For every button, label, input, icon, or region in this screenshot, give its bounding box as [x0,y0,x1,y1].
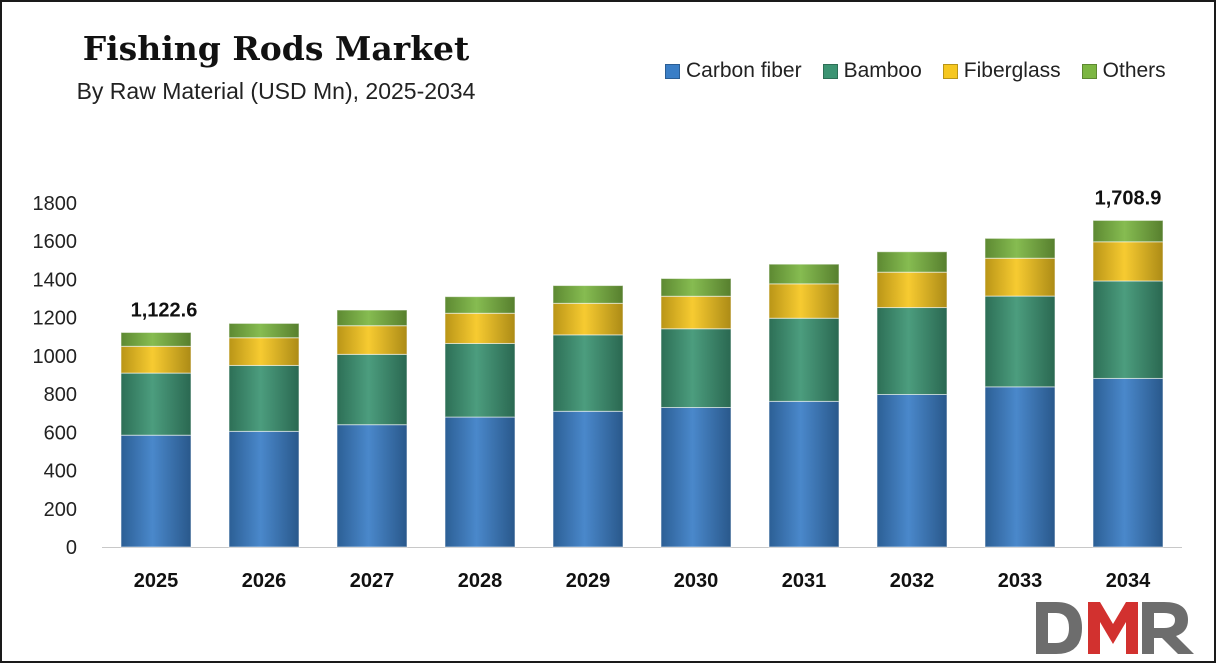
x-tick-label: 2030 [674,570,719,592]
bar-bamboo-2034 [1092,280,1164,379]
x-tick-label: 2027 [350,570,395,592]
bar-others-2025 [120,331,192,347]
bar-bamboo-2029 [552,334,624,412]
y-tick-label: 1600 [33,231,78,253]
x-tick-label: 2033 [998,570,1043,592]
x-tick-label: 2025 [134,570,179,592]
y-tick-label: 1800 [33,193,78,215]
y-tick-label: 1400 [33,269,78,291]
legend-label: Carbon fiber [686,59,802,82]
x-tick-label: 2029 [566,570,611,592]
legend-item-bamboo: Bamboo [822,59,922,83]
bar-carbon-fiber-2026 [228,430,300,548]
chart-subtitle: By Raw Material (USD Mn), 2025-2034 [76,78,476,104]
bar-bamboo-2031 [768,317,840,402]
y-tick-label: 0 [66,537,77,559]
dmr-logo [1036,602,1194,654]
total-label-2025: 1,122.6 [131,299,198,321]
bar-fiberglass-2031 [768,283,840,319]
bar-others-2031 [768,263,840,285]
bar-carbon-fiber-2029 [552,410,624,548]
bar-others-2032 [876,251,948,273]
bar-carbon-fiber-2027 [336,424,408,548]
bar-bamboo-2027 [336,353,408,426]
bar-fiberglass-2027 [336,325,408,355]
y-tick-label: 1200 [33,308,78,330]
bar-others-2028 [444,296,516,314]
bar-bamboo-2028 [444,342,516,418]
legend-swatch [822,63,838,79]
y-tick-label: 1000 [33,346,78,368]
chart-legend: Carbon fiber Bamboo Fiberglass Others [665,59,1166,83]
bar-fiberglass-2032 [876,271,948,309]
y-tick-label: 600 [44,422,77,444]
bar-fiberglass-2030 [660,295,732,330]
bar-carbon-fiber-2033 [984,386,1056,548]
bar-fiberglass-2033 [984,257,1056,297]
x-tick-label: 2028 [458,570,503,592]
x-tick-label: 2026 [242,570,287,592]
bar-bamboo-2025 [120,372,192,436]
bar-carbon-fiber-2032 [876,393,948,548]
y-tick-label: 800 [44,384,77,406]
bar-carbon-fiber-2030 [660,406,732,548]
bar-bamboo-2026 [228,364,300,432]
bar-others-2027 [336,309,408,327]
bar-fiberglass-2034 [1092,241,1164,282]
bar-carbon-fiber-2034 [1092,377,1164,548]
legend-swatch [665,63,680,79]
legend-item-carbon-fiber: Carbon fiber [665,59,802,83]
bar-bamboo-2032 [876,307,948,395]
bar-carbon-fiber-2031 [768,400,840,548]
chart-title: Fishing Rods Market [82,29,470,68]
bar-others-2034 [1092,219,1164,243]
x-tick-label: 2031 [782,570,827,592]
x-tick-label: 2032 [890,570,935,592]
bar-fiberglass-2029 [552,302,624,336]
bar-carbon-fiber-2025 [120,434,192,548]
legend-label: Others [1102,59,1166,82]
legend-label: Bamboo [843,59,922,82]
bar-bamboo-2033 [984,295,1056,388]
bar-others-2029 [552,285,624,304]
legend-swatch [942,63,958,79]
bar-others-2026 [228,322,300,339]
y-tick-label: 200 [44,499,77,521]
legend-label: Fiberglass [963,59,1061,82]
x-tick-label: 2034 [1106,570,1151,592]
bar-others-2030 [660,277,732,297]
legend-swatch [1081,63,1097,79]
bar-carbon-fiber-2028 [444,416,516,548]
legend-item-others: Others [1081,59,1166,83]
bar-fiberglass-2025 [120,345,192,374]
bar-fiberglass-2028 [444,312,516,344]
bar-bamboo-2030 [660,328,732,408]
total-label-2034: 1,708.9 [1095,187,1162,209]
bar-fiberglass-2026 [228,337,300,366]
y-tick-label: 400 [44,461,77,483]
legend-item-fiberglass: Fiberglass [942,59,1061,83]
bar-others-2033 [984,237,1056,259]
